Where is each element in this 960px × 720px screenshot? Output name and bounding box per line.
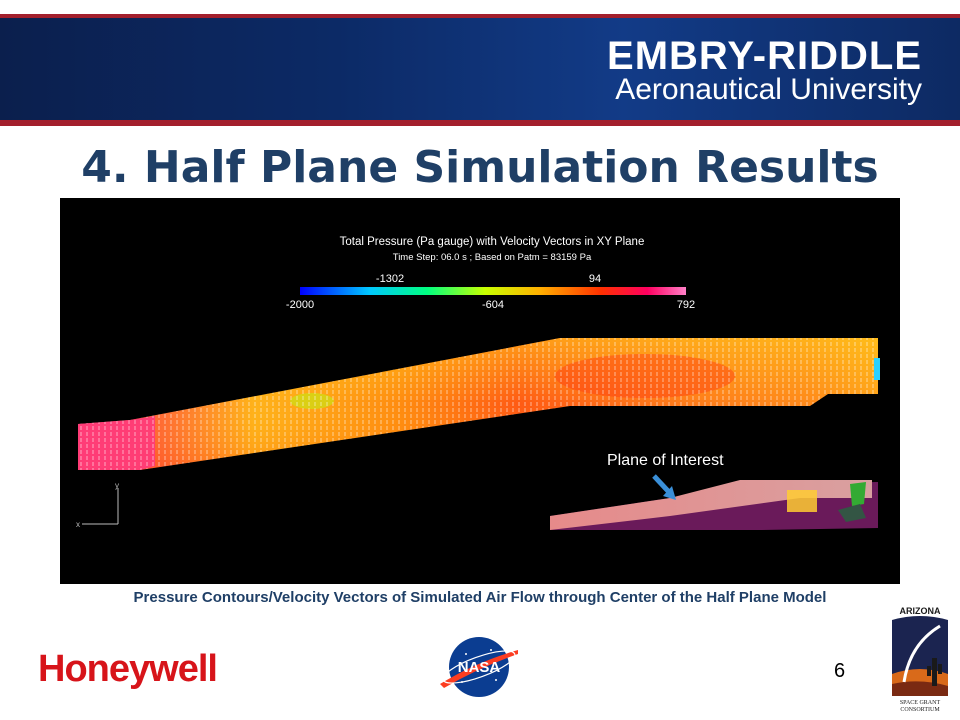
slide-title: 4. Half Plane Simulation Results <box>81 142 879 193</box>
simulation-figure: Total Pressure (Pa gauge) with Velocity … <box>76 236 880 530</box>
asgc-top-text: ARIZONA <box>900 606 941 616</box>
inset-component-dark <box>838 504 866 522</box>
plot-subtitle: Time Step: 06.0 s ; Based on Patm = 8315… <box>393 252 592 263</box>
asgc-bottom-text-1: SPACE GRANT <box>900 700 941 706</box>
university-subtitle: Aeronautical University <box>615 73 922 106</box>
page-number: 6 <box>834 660 846 682</box>
honeywell-logo: Honeywell <box>38 648 218 690</box>
banner-bottom-stripe <box>0 120 960 126</box>
university-name: EMBRY-RIDDLE <box>607 34 922 78</box>
plot-title: Total Pressure (Pa gauge) with Velocity … <box>340 236 645 248</box>
colorbar-tick-top-2: 94 <box>589 273 601 285</box>
colorbar-tick-bottom-1: -2000 <box>286 299 314 311</box>
figure-caption: Pressure Contours/Velocity Vectors of Si… <box>133 589 827 606</box>
colorbar-tick-bottom-2: -604 <box>482 299 504 311</box>
inset-component-green <box>850 482 866 506</box>
inset-arrow-head-icon <box>663 486 676 500</box>
velocity-vectors <box>78 338 878 470</box>
axis-y-label: y <box>115 481 119 490</box>
banner-band <box>0 18 960 120</box>
banner-top-stripe <box>0 14 960 19</box>
inset-component-yellow <box>787 490 817 512</box>
colorbar-tick-bottom-3: 792 <box>677 299 695 311</box>
header-banner: EMBRY-RIDDLE Aeronautical University <box>0 0 960 130</box>
arizona-space-grant-logo: ARIZONA SPACE GRANT CONSORTIUM <box>892 606 948 713</box>
inset-label: Plane of Interest <box>607 452 724 469</box>
simulation-image: Total Pressure (Pa gauge) with Velocity … <box>60 198 900 584</box>
duct-outlet <box>874 358 880 380</box>
nasa-wordmark: NASA <box>458 659 501 676</box>
axis-x-label: x <box>76 520 80 529</box>
colorbar-tick-top-1: -1302 <box>376 273 404 285</box>
nasa-logo: NASA <box>440 637 518 697</box>
inset-arrow-icon <box>652 474 670 493</box>
asgc-bottom-text-2: CONSORTIUM <box>900 707 940 713</box>
colorbar <box>300 287 686 295</box>
